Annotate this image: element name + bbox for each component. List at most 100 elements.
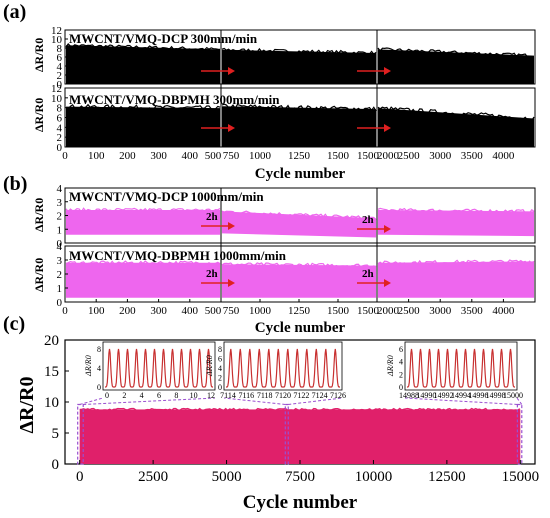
signal-envelope: [222, 264, 376, 298]
inset-x-tick-label: 7120: [275, 391, 291, 400]
x-tick-label: 750: [223, 150, 240, 162]
zoom-connector: [83, 397, 216, 405]
zoom-connector: [516, 397, 523, 405]
signal-peaks: [65, 103, 221, 111]
inset-x-tick-label: 0: [105, 391, 109, 400]
inset-frame: [102, 341, 216, 391]
y-tick-label: 1: [57, 283, 63, 295]
signal-envelope: [378, 108, 534, 147]
inset-x-tick-label: 7116: [238, 391, 254, 400]
inset-y-tick-label: 4: [399, 358, 403, 367]
panel-a-top-series-label: MWCNT/VMQ-DCP 300mm/min: [69, 31, 258, 46]
x-tick-label: 200: [119, 305, 136, 317]
x-tick-label: 4000: [492, 150, 515, 162]
panel-a-gap-label: 2h: [362, 57, 374, 69]
panel-a-gap-arrow: [357, 124, 391, 132]
x-tick-label: 400: [182, 305, 199, 317]
inset-signal: [407, 348, 515, 388]
inset-y-tick-label: 2: [218, 374, 222, 383]
y-tick-label: 10: [44, 395, 59, 411]
inset-x-tick-label: 2: [122, 391, 126, 400]
panel-b-top-ylabel: ΔR/R0: [32, 198, 46, 232]
panel-a-gap-label: 2h: [206, 114, 218, 126]
inset-x-tick-label: 14990: [416, 391, 436, 400]
inset-x-tick-label: 8: [174, 391, 178, 400]
panel-a-gap-label: 2h: [362, 114, 374, 126]
panel-b-bottom-series-label: MWCNT/VMQ-DBPMH 1000mm/min: [69, 248, 287, 263]
x-tick-label: 100: [88, 305, 105, 317]
inset-x-tick-label: 7118: [257, 391, 273, 400]
inset-y-tick-label: 0: [218, 383, 222, 392]
panel-b-gap-arrow: [357, 279, 391, 287]
y-tick-label: 8: [57, 43, 63, 55]
inset-x-tick-label: 12: [207, 391, 215, 400]
y-tick-label: 8: [57, 103, 63, 115]
inset-ylabel: ΔR/R0: [84, 355, 93, 377]
signal-envelope: [378, 210, 534, 237]
panel-a-bottom-series-label: MWCNT/VMQ-DBPMH 300mm/min: [69, 92, 280, 107]
x-tick-label: 2000: [377, 305, 400, 317]
signal-envelope: [66, 106, 220, 147]
y-tick-label: 3: [57, 197, 63, 209]
signal-peaks: [377, 106, 535, 122]
x-tick-label: 3000: [429, 305, 452, 317]
inset-ylabel: ΔR/R0: [205, 355, 214, 377]
panel-a-gap-arrow: [357, 67, 391, 75]
zoom-connector: [404, 397, 518, 405]
inset-y-tick-label: 0: [97, 383, 101, 392]
y-tick-label: 0: [52, 457, 60, 473]
x-tick-label: 0: [76, 469, 84, 485]
y-tick-label: 5: [52, 426, 60, 442]
inset-y-tick-label: 6: [218, 355, 222, 364]
x-tick-label: 10000: [355, 469, 393, 485]
y-tick-label: 12: [51, 83, 62, 95]
signal-envelope: [66, 262, 220, 298]
x-tick-label: 1000: [249, 305, 272, 317]
inset-x-tick-label: 7124: [312, 391, 328, 400]
panel-a-bottom-ylabel: ΔR/R0: [32, 98, 46, 132]
x-tick-label: 300: [150, 305, 167, 317]
y-tick-label: 10: [51, 34, 63, 46]
inset-x-tick-label: 14994: [451, 391, 471, 400]
inset-y-tick-label: 2: [399, 370, 403, 379]
y-tick-label: 4: [57, 183, 63, 195]
y-tick-label: 15: [44, 364, 59, 380]
y-tick-label: 2: [57, 132, 63, 144]
x-tick-label: 2000: [377, 150, 400, 162]
y-tick-label: 6: [57, 52, 63, 64]
x-tick-label: 12500: [428, 469, 466, 485]
x-tick-label: 1500: [327, 305, 350, 317]
inset-x-tick-label: 15000: [503, 391, 523, 400]
y-tick-label: 2: [57, 211, 63, 223]
inset-x-tick-label: 14992: [434, 391, 454, 400]
x-tick-label: 0: [62, 150, 68, 162]
panel-label-a: (a): [3, 1, 26, 23]
x-tick-label: 1500: [357, 305, 380, 317]
signal-envelope: [222, 106, 376, 147]
y-tick-label: 3: [57, 255, 63, 267]
signal-band-edge: [79, 407, 521, 412]
panel-b-gap-label: 2h: [362, 214, 374, 226]
inset-x-tick-label: 14996: [468, 391, 488, 400]
x-tick-label: 1500: [357, 150, 380, 162]
inset-1: 0 4 8 0 2 4 6 8 10 12 ΔR/R0: [84, 341, 216, 400]
x-tick-label: 2500: [398, 150, 421, 162]
inset-frame: [404, 341, 518, 391]
x-tick-label: 4000: [492, 305, 515, 317]
signal-envelope: [66, 45, 220, 84]
zoom-region: [284, 403, 289, 465]
inset-x-tick-label: 7114: [220, 391, 236, 400]
x-tick-label: 1250: [288, 150, 311, 162]
y-tick-label: 1: [57, 224, 63, 236]
x-tick-label: 1500: [327, 150, 350, 162]
zoom-region: [516, 403, 523, 465]
signal-envelope: [378, 49, 534, 84]
x-tick-label: 0: [62, 305, 68, 317]
panel-label-b: (b): [3, 173, 27, 195]
panel-b-gap-label: 2h: [206, 268, 218, 280]
inset-x-tick-label: 6: [157, 391, 161, 400]
x-tick-label: 7500: [285, 469, 315, 485]
